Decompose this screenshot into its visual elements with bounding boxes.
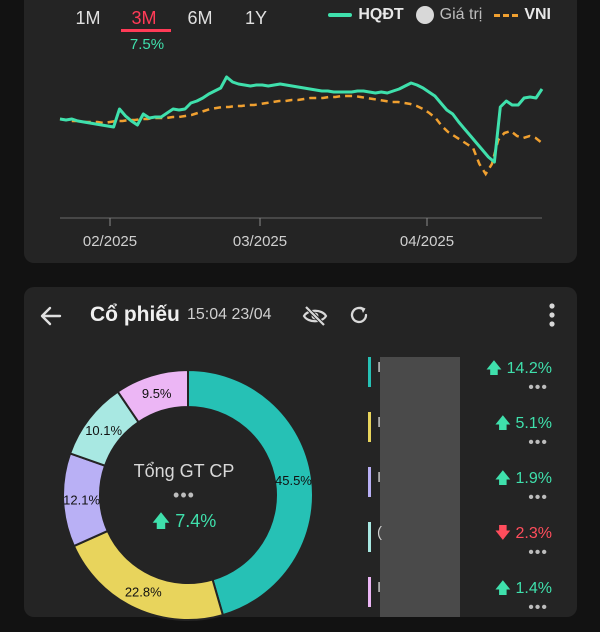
page-title: Cổ phiếu xyxy=(90,303,180,326)
dash-swatch-icon xyxy=(494,13,519,17)
holding-change: 🡇 2.3% xyxy=(495,522,552,549)
holding-change: 🡅 5.1% xyxy=(495,412,552,439)
hidden-holding-value: ••• xyxy=(528,544,548,561)
up-arrow-icon: 🡅 xyxy=(494,580,516,597)
holding-ticker: I xyxy=(377,469,382,486)
period-change: 7.5% xyxy=(129,36,165,53)
holding-color-bar xyxy=(368,357,371,387)
holding-color-bar xyxy=(368,467,371,497)
tab-3m[interactable]: 3M xyxy=(131,8,157,28)
holding-ticker: I xyxy=(377,414,382,431)
holding-change-value: 2.3% xyxy=(515,525,552,542)
tab-1m[interactable]: 1M xyxy=(75,8,101,28)
period-tabs: 1M 3M 6M 1Y xyxy=(60,4,284,29)
donut-slice[interactable] xyxy=(72,529,225,621)
stock-portfolio-card: Cổ phiếu 15:04 23/04 45.5% 22.8% 12.1% 10.1… xyxy=(24,287,577,621)
hqdt-series-line xyxy=(59,75,544,164)
holding-ticker: ( xyxy=(377,524,382,541)
holding-color-bar xyxy=(368,577,371,607)
dot-swatch-icon xyxy=(415,6,434,24)
slice-label: 9.5% xyxy=(142,386,172,401)
hidden-total-value: ••• xyxy=(173,485,195,505)
tab-1y[interactable]: 1Y xyxy=(244,8,268,28)
legend-hqdt-label: HQĐT xyxy=(358,6,404,23)
x-tick-label: 02/2025 xyxy=(83,233,137,250)
allocation-donut-chart[interactable]: 45.5% 22.8% 12.1% 10.1% 9.5% xyxy=(58,365,318,625)
legend-hqdt[interactable]: HQĐT xyxy=(328,6,404,24)
stock-header: Cổ phiếu 15:04 23/04 xyxy=(38,301,563,331)
holding-change-value: 1.4% xyxy=(515,580,552,597)
holding-change: 🡅 1.4% xyxy=(495,577,552,604)
x-tick-label: 03/2025 xyxy=(233,233,287,250)
hidden-holding-value: ••• xyxy=(528,489,548,506)
holding-ticker: I xyxy=(377,359,382,376)
donut-center-title: Tổng GT CP xyxy=(133,461,235,481)
down-arrow-icon: 🡇 xyxy=(494,525,516,542)
holding-row[interactable]: (🡇 2.3% ••• xyxy=(368,522,558,577)
up-arrow-icon: 🡅 xyxy=(151,511,171,531)
back-arrow-icon[interactable] xyxy=(38,303,64,329)
active-tab-underline xyxy=(121,29,171,32)
legend-value-label: Giá trị xyxy=(439,6,483,23)
legend-vni[interactable]: VNI xyxy=(494,6,551,24)
line-swatch-icon xyxy=(328,13,353,17)
performance-line-chart[interactable]: 02/2025 03/2025 04/2025 xyxy=(24,0,577,263)
slice-label: 22.8% xyxy=(125,585,162,600)
up-arrow-icon: 🡅 xyxy=(485,360,507,377)
masked-ticker-block xyxy=(380,357,460,617)
legend-vni-label: VNI xyxy=(524,6,551,23)
refresh-icon[interactable] xyxy=(348,304,370,326)
hidden-holding-value: ••• xyxy=(528,599,548,616)
hidden-holding-value: ••• xyxy=(528,379,548,396)
x-tick-label: 04/2025 xyxy=(400,233,454,250)
performance-chart-card: 1M 3M 6M 1Y 7.5% HQĐT Giá trị VNI 02/202… xyxy=(24,0,577,263)
total-change-value: 7.4% xyxy=(175,511,217,531)
holding-row[interactable]: I 🡅 14.2% ••• xyxy=(368,357,558,412)
hidden-holding-value: ••• xyxy=(528,434,548,451)
holding-color-bar xyxy=(368,522,371,552)
tab-6m[interactable]: 6M xyxy=(187,8,213,28)
holding-row[interactable]: I 🡅 1.9% ••• xyxy=(368,467,558,522)
holding-change-value: 14.2% xyxy=(506,360,552,377)
holding-change-value: 1.9% xyxy=(515,470,552,487)
slice-label: 10.1% xyxy=(85,423,122,438)
up-arrow-icon: 🡅 xyxy=(494,415,516,432)
donut-slice[interactable] xyxy=(116,368,189,424)
legend-value[interactable]: Giá trị xyxy=(415,6,483,24)
more-options-icon[interactable] xyxy=(544,301,560,329)
holding-change-value: 5.1% xyxy=(515,415,552,432)
hide-values-icon[interactable] xyxy=(302,304,328,328)
holding-ticker: I xyxy=(377,579,382,596)
slice-label: 12.1% xyxy=(63,492,100,507)
slice-label: 45.5% xyxy=(275,473,312,488)
holding-change: 🡅 14.2% xyxy=(486,357,552,384)
chart-legend: HQĐT Giá trị VNI xyxy=(316,6,551,24)
vni-series-line xyxy=(59,94,543,177)
holding-row[interactable]: I 🡅 1.4% ••• xyxy=(368,577,558,632)
holding-row[interactable]: I 🡅 5.1% ••• xyxy=(368,412,558,467)
up-arrow-icon: 🡅 xyxy=(494,470,516,487)
update-timestamp: 15:04 23/04 xyxy=(187,306,272,323)
holding-color-bar xyxy=(368,412,371,442)
total-change: 🡅 7.4% xyxy=(124,509,244,539)
holding-change: 🡅 1.9% xyxy=(495,467,552,494)
